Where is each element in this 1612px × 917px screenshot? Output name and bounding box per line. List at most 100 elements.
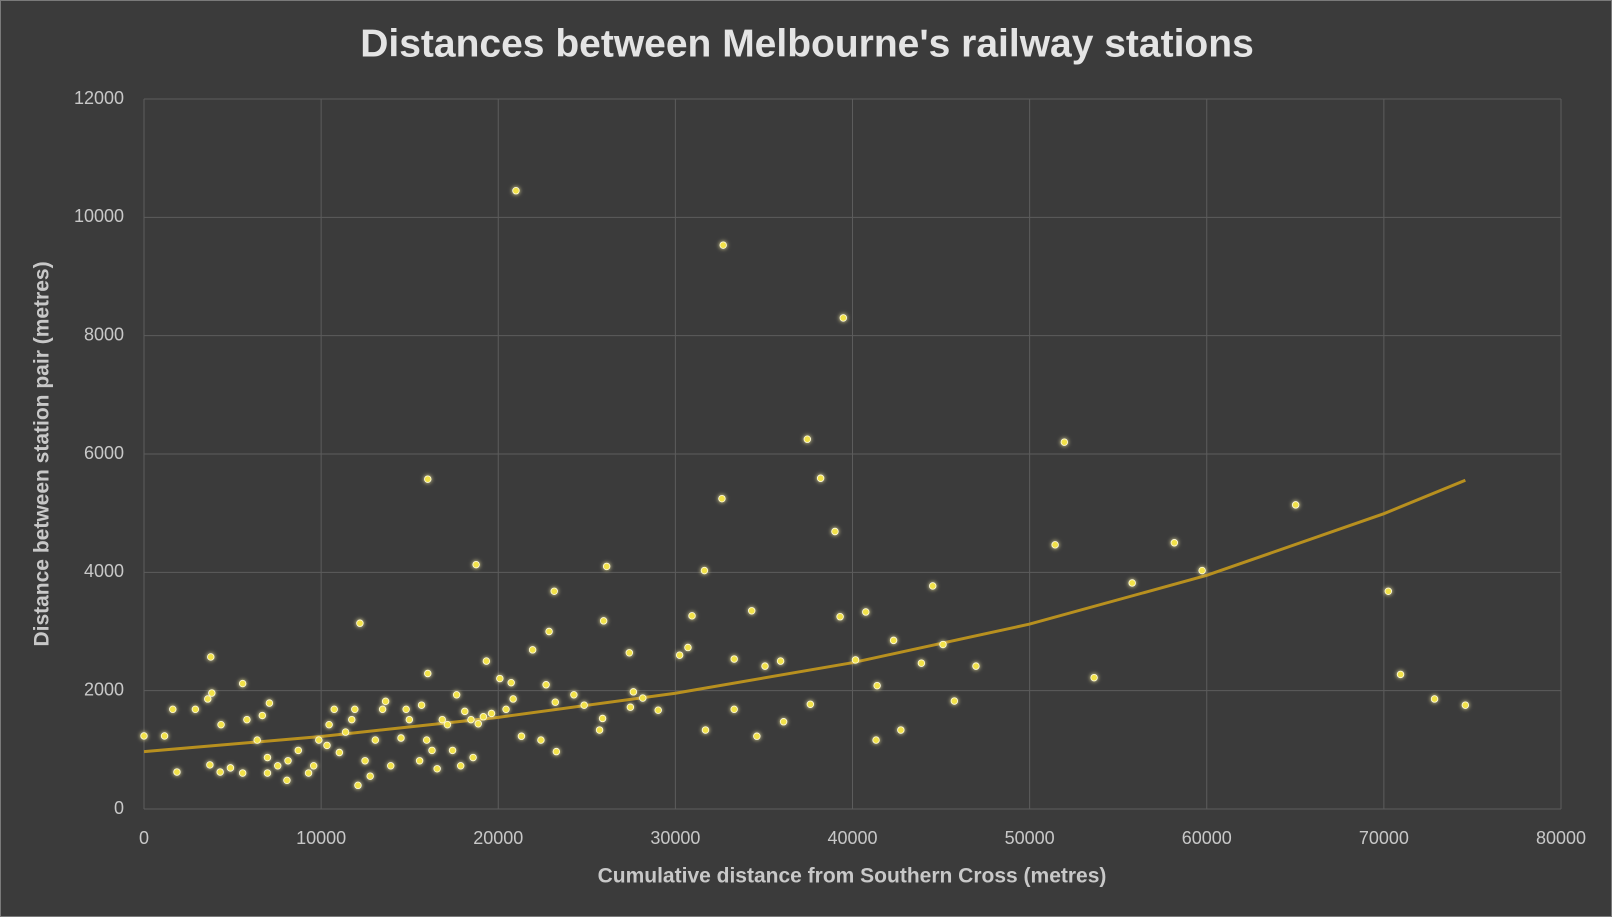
point [602,562,611,571]
point [253,736,261,744]
point [361,757,369,765]
point [263,753,272,762]
point [472,560,480,569]
point [675,651,684,659]
point [456,762,465,770]
point [872,736,880,744]
x-tick-label: 40000 [827,828,877,848]
point [1051,541,1059,549]
point [381,697,390,706]
point [226,764,235,772]
point [779,718,788,726]
point [654,706,662,714]
point [422,736,431,744]
point [315,736,323,744]
y-axis-title: Distance between station pair (metres) [31,261,54,646]
point [283,776,291,785]
point [206,761,214,769]
point [537,736,545,744]
point [216,768,224,776]
point [730,705,738,714]
point [862,608,870,616]
point [284,757,292,765]
point [356,619,364,627]
point [873,681,881,690]
point [502,705,510,714]
point [1396,670,1405,679]
y-tick-label: 8000 [84,324,124,344]
point [402,705,410,714]
point [309,762,318,770]
point [378,705,387,714]
point [1060,438,1069,446]
point [1128,579,1136,587]
point [1461,701,1470,709]
point [776,657,785,665]
point [897,726,905,734]
point [517,732,526,740]
point [323,741,331,750]
point [467,715,475,724]
point [598,714,607,723]
point [972,662,980,670]
point [438,715,446,724]
y-tick-label: 4000 [84,561,124,581]
point [265,699,274,707]
point [684,643,692,652]
point [889,636,898,645]
point [428,746,436,755]
point [207,653,215,661]
point [939,640,947,649]
x-tick-label: 60000 [1182,828,1232,848]
point [1090,673,1098,682]
point [1170,539,1179,547]
point [461,707,469,716]
point [748,607,756,615]
point [570,691,578,699]
point [580,701,588,709]
point [304,769,313,777]
x-tick-label: 30000 [650,828,700,848]
point [424,475,432,483]
point [496,674,504,683]
point [191,705,200,714]
y-tick-label: 12000 [74,88,124,108]
point [424,669,432,678]
point [1430,695,1439,703]
point [274,762,282,770]
point [509,695,517,703]
point [173,768,181,776]
point [204,695,212,703]
point [816,474,825,482]
point [719,241,727,249]
point [761,662,769,670]
y-tick-label: 10000 [74,206,124,226]
y-tick-label: 0 [114,798,124,818]
point [443,720,452,729]
point [701,726,710,734]
point [415,757,424,765]
point [1384,587,1393,595]
point [160,732,169,740]
point [351,705,359,714]
point [1291,501,1300,509]
point [542,681,550,689]
point [917,659,926,667]
x-tick-label: 50000 [1005,828,1055,848]
point [469,753,477,762]
point [625,649,634,657]
point [688,612,696,620]
point [238,769,247,777]
point [851,656,860,664]
point [140,732,148,740]
chart-title: Distances between Melbourne's railway st… [360,22,1254,65]
y-tick-label: 2000 [84,679,124,699]
point [629,688,638,696]
point [595,726,604,734]
point [1198,566,1206,575]
point [405,715,414,724]
point [341,728,350,736]
x-tick-label: 80000 [1536,828,1586,848]
